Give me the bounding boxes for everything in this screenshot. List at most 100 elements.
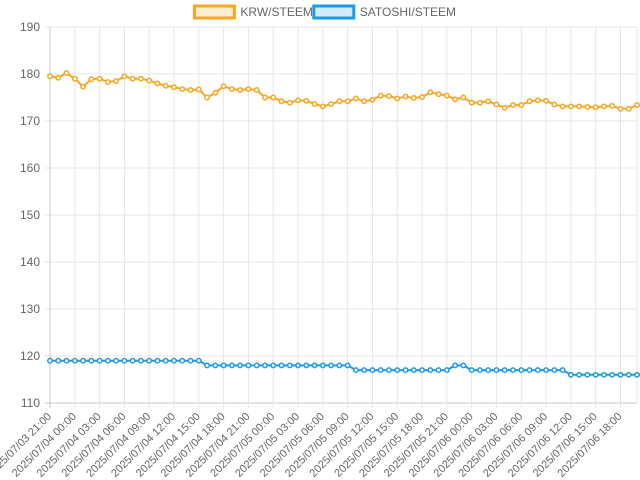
data-point [468,99,475,106]
data-point [510,102,516,108]
data-point [212,89,219,96]
data-point [228,362,235,369]
data-point [369,96,376,103]
y-axis-ticks: 110 120 130 140 150 160 170 180 190 [20,20,40,410]
data-point [419,94,425,100]
data-point [88,76,95,83]
data-point [476,99,483,106]
data-point [543,367,550,374]
data-point [419,367,425,374]
data-point [328,362,335,369]
data-point [592,104,599,111]
y-tick-label: 140 [20,255,40,269]
data-point [443,92,450,99]
data-point [303,362,310,369]
data-point [402,367,409,374]
data-point [295,97,301,104]
data-point [427,367,434,374]
data-point [534,367,541,374]
data-point [303,97,310,104]
data-point [113,78,120,85]
data-point [154,357,161,364]
y-tick-label: 160 [20,161,40,175]
data-point [559,103,566,110]
data-point [162,357,169,364]
data-point [452,96,459,103]
data-point [286,362,293,369]
data-point [576,103,583,110]
data-point [137,75,144,82]
data-point [154,80,161,87]
data-point [179,86,186,92]
data-point [253,362,260,369]
data-point [394,95,401,102]
data-point [212,362,219,369]
data-point [245,362,252,369]
data-point [96,75,103,82]
data-point [270,362,277,369]
data-point [237,362,244,369]
data-point [137,357,144,364]
data-point [634,371,640,378]
data-point [47,357,53,364]
data-point [113,357,120,364]
data-point [220,362,227,369]
legend-swatch [312,4,356,20]
data-point [551,101,558,108]
data-point [295,362,301,369]
data-point [443,367,450,374]
legend-swatch [192,4,236,20]
data-point [286,99,293,106]
data-point [104,79,111,85]
data-point [187,87,194,93]
data-point [328,101,335,108]
data-point [518,102,525,108]
data-point [278,98,285,105]
data-point [262,94,268,101]
data-point [195,357,202,364]
data-point [402,93,409,100]
data-point [377,367,384,374]
data-point [386,93,392,100]
series-line [50,359,640,376]
data-point [237,87,244,93]
data-point [377,92,384,99]
data-point [485,367,492,374]
data-point [179,357,186,364]
data-point [592,371,599,378]
data-point [394,367,401,374]
data-point [361,98,368,105]
data-point [162,82,169,89]
data-point [63,357,70,364]
legend-label: KRW/STEEM [240,5,312,19]
data-point [518,367,525,374]
data-point [121,73,128,80]
data-point [625,371,632,378]
data-point [336,98,343,105]
data-point [493,367,500,374]
data-point [435,91,442,98]
data-point [600,103,607,110]
data-point [146,357,153,364]
data-point [410,95,417,101]
data-point [567,103,574,110]
data-point [171,84,177,91]
y-tick-label: 190 [20,20,40,34]
data-point [567,371,574,378]
data-point [543,97,550,104]
data-point [195,86,202,93]
data-point [427,89,434,96]
data-point [344,98,351,105]
data-point [609,103,616,109]
legend: KRW/STEEM SATOSHI/STEEM [192,4,456,20]
data-point [270,94,277,101]
data-point [129,357,136,364]
data-point [493,101,500,108]
data-point [228,86,235,92]
data-point [71,357,78,364]
data-point [501,367,508,374]
data-point [600,371,607,378]
y-tick-label: 130 [20,302,40,316]
data-point [204,362,211,369]
